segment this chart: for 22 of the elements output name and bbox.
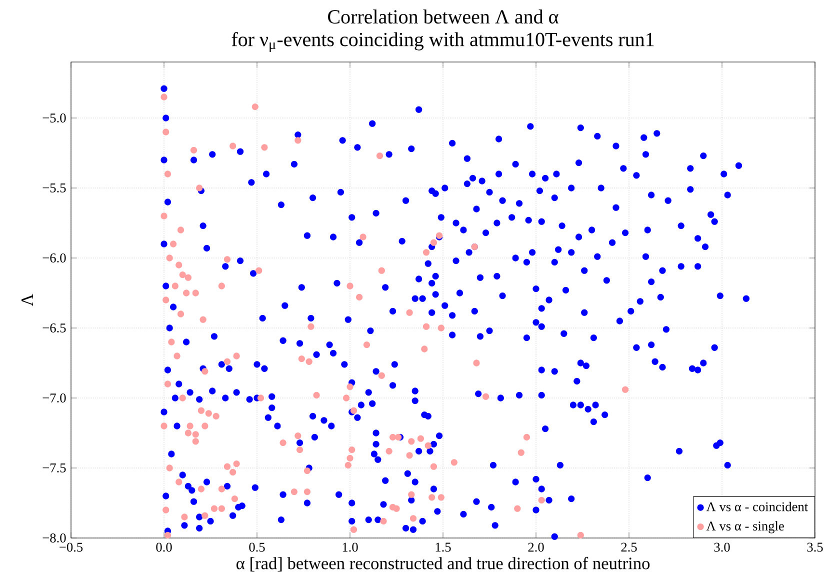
y-tick-label: −8.0 xyxy=(42,533,66,543)
x-tick-label: −0.5 xyxy=(60,542,83,552)
legend-label: Λ vs α - single xyxy=(706,521,784,534)
x-tick-label: 3.5 xyxy=(807,542,823,552)
y-tick-label: −6.5 xyxy=(42,323,66,333)
y-tick-label: −6.0 xyxy=(42,253,66,263)
x-tick-label: 1.0 xyxy=(342,542,358,552)
y-tick-label: −7.0 xyxy=(42,393,66,403)
chart-title: Correlation between Λ and α xyxy=(328,10,558,24)
x-tick-label: 1.5 xyxy=(436,542,451,552)
x-tick-label: 2.0 xyxy=(528,542,544,552)
y-axis-title: Λ xyxy=(22,294,33,306)
x-tick-label: 0.0 xyxy=(156,542,172,552)
y-tick-label: −5.0 xyxy=(42,113,66,123)
y-tick-label: −5.5 xyxy=(42,184,66,192)
chart-subtitle: for ν$_{μ}$-events coinciding with atmmu10T-events run1 xyxy=(232,32,654,52)
x-tick-label: 2.5 xyxy=(621,542,637,552)
y-tick-label: −7.5 xyxy=(42,464,66,472)
legend-label: Λ vs α - coincident xyxy=(706,502,808,512)
x-axis-title: α [rad] between reconstructed and true direction of neutrino xyxy=(236,556,650,572)
x-tick-label: 0.5 xyxy=(249,542,265,552)
x-tick-label: 3.0 xyxy=(714,542,730,552)
